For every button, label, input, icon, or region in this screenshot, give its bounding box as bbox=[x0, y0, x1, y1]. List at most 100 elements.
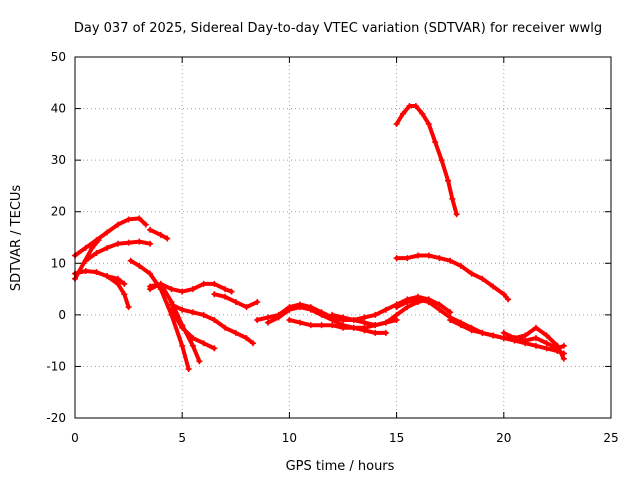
data-point bbox=[95, 237, 102, 244]
x-axis-label: GPS time / hours bbox=[286, 459, 395, 474]
data-point bbox=[505, 296, 512, 303]
data-point bbox=[125, 239, 132, 246]
x-tick-label: 10 bbox=[282, 431, 297, 445]
data-point bbox=[286, 317, 293, 324]
data-point bbox=[114, 280, 121, 287]
data-point bbox=[350, 324, 357, 331]
data-point bbox=[532, 335, 539, 342]
data-point bbox=[147, 270, 154, 277]
data-point bbox=[157, 231, 164, 238]
data-point bbox=[93, 269, 100, 276]
data-point bbox=[189, 286, 196, 293]
data-point bbox=[372, 311, 379, 318]
data-point bbox=[222, 324, 229, 331]
data-point bbox=[382, 329, 389, 336]
data-point bbox=[500, 335, 507, 342]
y-tick-label: 20 bbox=[51, 205, 66, 219]
series-track-14 bbox=[266, 305, 388, 335]
data-point bbox=[147, 240, 154, 247]
data-point bbox=[340, 324, 346, 331]
y-axis-tick-labels: -20 -10 0 10 20 30 40 50 bbox=[46, 50, 66, 425]
data-point bbox=[511, 335, 518, 342]
data-point bbox=[179, 342, 186, 349]
series-track-18 bbox=[394, 253, 511, 302]
data-point bbox=[93, 249, 100, 256]
data-point bbox=[393, 317, 400, 324]
data-point bbox=[211, 317, 218, 324]
data-point bbox=[104, 273, 111, 280]
data-point bbox=[89, 244, 96, 251]
data-point bbox=[114, 275, 121, 282]
data-point bbox=[286, 306, 293, 313]
data-point bbox=[318, 311, 325, 318]
data-point bbox=[361, 314, 368, 321]
data-point bbox=[168, 301, 175, 308]
data-point bbox=[490, 332, 497, 339]
data-point bbox=[222, 293, 229, 300]
y-tick-label: 30 bbox=[51, 153, 66, 167]
data-point bbox=[425, 298, 432, 305]
data-point bbox=[404, 255, 411, 262]
data-point bbox=[445, 177, 452, 184]
data-point bbox=[457, 322, 464, 329]
data-point bbox=[372, 329, 379, 336]
data-point bbox=[329, 322, 336, 329]
series-track-4 bbox=[148, 227, 170, 241]
data-point bbox=[393, 255, 400, 262]
x-tick-label: 25 bbox=[603, 431, 618, 445]
y-axis-label: SDTVAR / TECUs bbox=[9, 185, 24, 292]
data-point bbox=[532, 324, 539, 331]
data-point bbox=[415, 252, 422, 259]
data-point bbox=[382, 319, 389, 326]
data-point bbox=[222, 286, 229, 293]
data-point bbox=[211, 291, 218, 298]
data-point bbox=[168, 286, 175, 293]
data-point bbox=[479, 275, 486, 282]
data-point bbox=[447, 317, 454, 324]
data-point bbox=[200, 311, 207, 318]
y-tick-label: 0 bbox=[58, 308, 66, 322]
data-point bbox=[307, 306, 314, 313]
grid bbox=[75, 57, 611, 418]
data-point bbox=[500, 291, 507, 298]
data-point bbox=[412, 102, 419, 109]
axis-ticks bbox=[74, 56, 612, 419]
data-point bbox=[543, 332, 550, 339]
data-point bbox=[179, 288, 186, 295]
data-point bbox=[393, 311, 400, 318]
data-point bbox=[185, 366, 192, 373]
data-point bbox=[406, 102, 413, 109]
data-point bbox=[114, 221, 121, 228]
data-point bbox=[522, 337, 529, 344]
data-point bbox=[254, 298, 261, 305]
data-point bbox=[500, 329, 507, 336]
x-axis-tick-labels: 0 5 10 15 20 25 bbox=[71, 431, 618, 445]
data-point bbox=[82, 268, 89, 275]
data-point bbox=[468, 327, 475, 334]
data-point bbox=[82, 257, 89, 264]
data-point bbox=[249, 340, 256, 347]
data-point bbox=[297, 304, 304, 311]
data-point bbox=[232, 298, 239, 305]
data-point bbox=[157, 280, 164, 287]
data-point bbox=[329, 311, 336, 318]
data-point bbox=[425, 121, 432, 128]
plot-frame bbox=[74, 56, 612, 419]
data-point bbox=[404, 298, 411, 305]
data-point bbox=[264, 314, 271, 321]
data-point bbox=[232, 329, 239, 336]
data-series bbox=[72, 102, 567, 373]
data-point bbox=[189, 335, 196, 342]
data-point bbox=[147, 283, 154, 290]
data-point bbox=[318, 322, 325, 329]
data-point bbox=[211, 280, 218, 287]
data-point bbox=[179, 324, 186, 331]
data-point bbox=[136, 262, 143, 269]
y-tick-label: 40 bbox=[51, 102, 66, 116]
x-tick-label: 15 bbox=[389, 431, 404, 445]
data-point bbox=[382, 306, 389, 313]
data-point bbox=[560, 342, 567, 349]
data-point bbox=[211, 345, 218, 352]
data-point bbox=[189, 342, 196, 349]
data-point bbox=[419, 110, 426, 117]
